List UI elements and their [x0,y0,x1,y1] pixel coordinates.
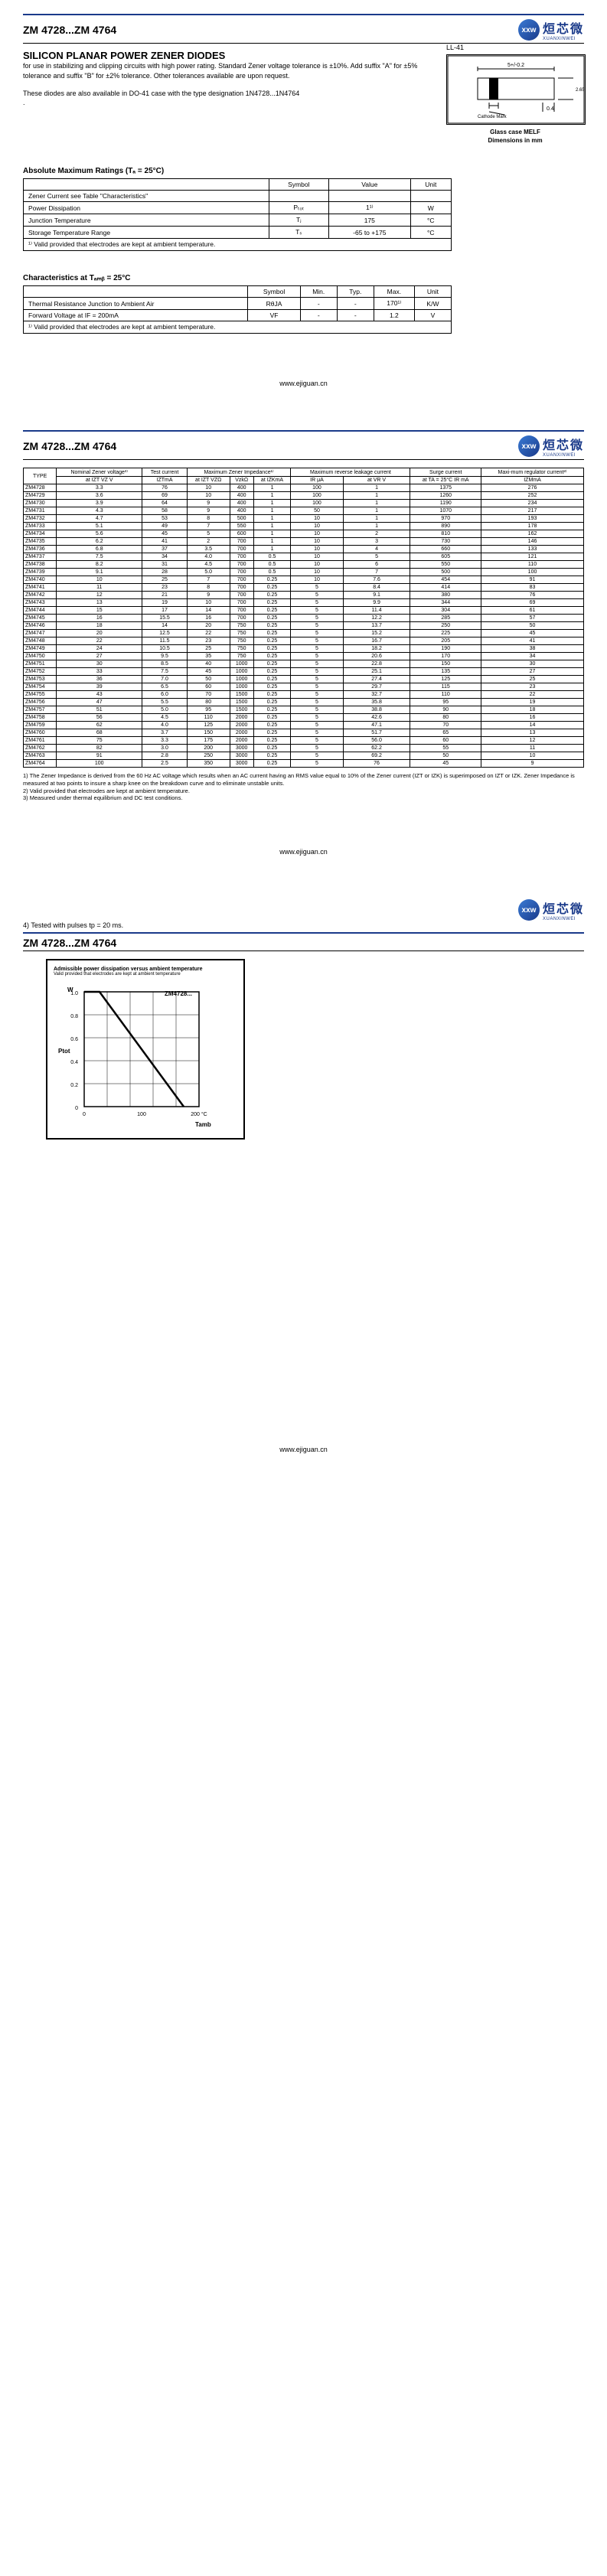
ratings-title: Absolute Maximum Ratings (Tₐ = 25°C) [23,167,584,175]
logo-icon: xxw [518,19,540,41]
intro-1: for use in stabilizing and clipping circ… [23,61,431,80]
footer-url-3: www.ejiguan.cn [23,1446,584,1453]
svg-text:0.2: 0.2 [70,1083,78,1088]
svg-text:Cathode Mark: Cathode Mark [478,115,507,119]
char-title: Characteristics at Tₐₘᵦ = 25°C [23,274,584,282]
logo-en: XUANXINWEI [543,37,584,41]
main-title: SILICON PLANAR POWER ZENER DIODES [23,50,431,61]
product-code-3: ZM 4728...ZM 4764 [23,937,116,949]
svg-text:0.8: 0.8 [70,1014,78,1019]
char-table: SymbolMin.Typ.Max.Unit Thermal Resistanc… [23,285,452,334]
package-label: LL-41 [446,44,584,51]
ratings-table: SymbolValueUnit Zener Current see Table … [23,178,452,251]
ratings-note: ¹⁾ Valid provided that electrodes are ke… [24,239,452,251]
svg-text:0: 0 [83,1112,86,1117]
logo-cn: 烜芯微 [543,18,584,37]
char-note: ¹⁾ Valid provided that electrodes are ke… [24,321,452,334]
svg-text:200 °C: 200 °C [191,1111,207,1117]
svg-text:0.4: 0.4 [547,106,554,112]
svg-text:100: 100 [137,1112,146,1117]
footer-url-2: www.ejiguan.cn [23,848,584,856]
svg-text:0.6: 0.6 [70,1037,78,1042]
svg-text:1.0: 1.0 [70,991,78,996]
svg-text:5+/-0.2: 5+/-0.2 [507,63,524,68]
footnotes: 1) The Zener Impedance is derived from t… [23,772,584,802]
main-table: TYPE Nominal Zener voltage³⁾ Test curren… [23,468,584,768]
svg-text:0: 0 [75,1106,78,1111]
svg-text:2.65+/-0.1: 2.65+/-0.1 [576,88,586,93]
product-code: ZM 4728...ZM 4764 [23,24,116,36]
intro-2: These diodes are also available in DO-41… [23,89,431,99]
svg-text:0.4: 0.4 [70,1060,78,1065]
package-diagram: LL-41 5+/-0.2 2.65+/-0.1 0.4 Cathode Mar… [446,44,584,144]
logo: xxw 烜芯微 XUANXINWEI [518,18,584,41]
svg-text:Ptot: Ptot [58,1048,70,1055]
footer-url-1: www.ejiguan.cn [23,380,584,387]
note-4: 4) Tested with pulses tp = 20 ms. [23,921,584,929]
diagram-caption-1: Glass case MELF [446,129,584,135]
logo-3: xxw 烜芯微 XUANXINWEI [518,898,584,921]
product-code-2: ZM 4728...ZM 4764 [23,440,116,452]
diagram-caption-2: Dimensions in mm [446,137,584,144]
power-chart: Admissible power dissipation versus ambi… [46,959,245,1140]
svg-text:Tamb: Tamb [195,1121,211,1128]
logo-2: xxw 烜芯微 XUANXINWEI [518,435,584,458]
